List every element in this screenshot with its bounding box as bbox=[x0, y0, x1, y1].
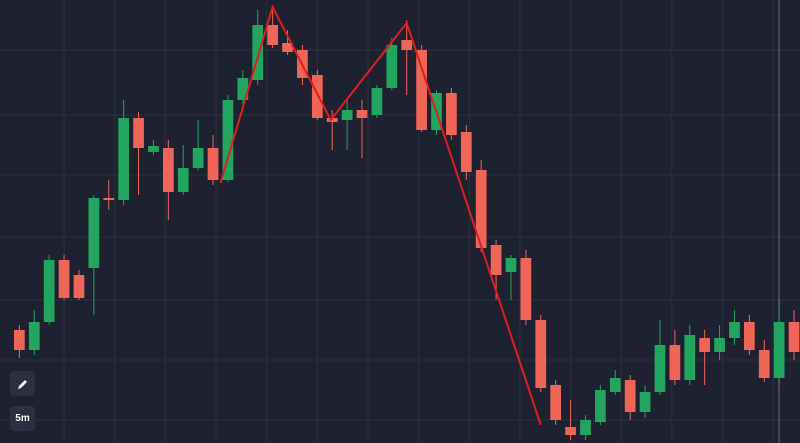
candle-body bbox=[729, 322, 740, 338]
candle-body bbox=[416, 50, 427, 130]
candle-body bbox=[148, 146, 159, 152]
candle-body bbox=[401, 40, 413, 50]
candle-body bbox=[177, 168, 189, 192]
candle-body bbox=[490, 245, 502, 275]
candle-body bbox=[699, 338, 711, 352]
pencil-icon bbox=[17, 379, 27, 389]
candle-body bbox=[162, 148, 174, 192]
candle-body bbox=[237, 78, 249, 100]
candle-body bbox=[743, 322, 755, 350]
candle-body bbox=[773, 322, 785, 378]
candle-body bbox=[356, 110, 368, 118]
candle-body bbox=[788, 322, 800, 352]
candle-body bbox=[505, 258, 517, 272]
candle-body bbox=[520, 258, 532, 320]
candle-body bbox=[714, 338, 725, 352]
candle-body bbox=[267, 25, 278, 45]
candle-body bbox=[371, 88, 383, 115]
candle-body bbox=[73, 275, 85, 298]
candle-body bbox=[118, 118, 130, 200]
candle-body bbox=[624, 380, 636, 412]
candle-body bbox=[684, 335, 696, 380]
candle-body bbox=[565, 427, 576, 435]
candle-body bbox=[446, 93, 457, 135]
candle-body bbox=[28, 322, 40, 350]
candle-body bbox=[58, 260, 70, 298]
candle-body bbox=[341, 110, 353, 120]
candle-body bbox=[386, 45, 398, 88]
candle-body bbox=[460, 132, 472, 172]
candle-body bbox=[282, 43, 293, 52]
draw-tool-button[interactable] bbox=[10, 371, 35, 396]
candle-body bbox=[654, 345, 666, 392]
candle-body bbox=[595, 390, 606, 422]
candle-body bbox=[580, 420, 591, 435]
candle-body bbox=[326, 118, 338, 122]
candle-body bbox=[103, 198, 115, 200]
candle-body bbox=[550, 385, 562, 420]
candle-body bbox=[758, 350, 770, 378]
candle-body bbox=[669, 345, 681, 380]
candle-body bbox=[252, 25, 264, 80]
candle-body bbox=[43, 260, 55, 322]
candle-body bbox=[639, 392, 651, 412]
candle-body bbox=[14, 330, 25, 350]
candle-body bbox=[88, 198, 100, 268]
candle-body bbox=[609, 378, 621, 392]
pattern-line bbox=[219, 4, 542, 426]
candle-body bbox=[475, 170, 487, 248]
candle-body bbox=[133, 118, 144, 148]
candle-body bbox=[222, 100, 234, 180]
interval-button[interactable]: 5m bbox=[10, 406, 35, 431]
candle-body bbox=[192, 148, 204, 168]
candle-body bbox=[311, 75, 323, 118]
candle-body bbox=[535, 320, 547, 388]
candle-body bbox=[207, 148, 219, 180]
